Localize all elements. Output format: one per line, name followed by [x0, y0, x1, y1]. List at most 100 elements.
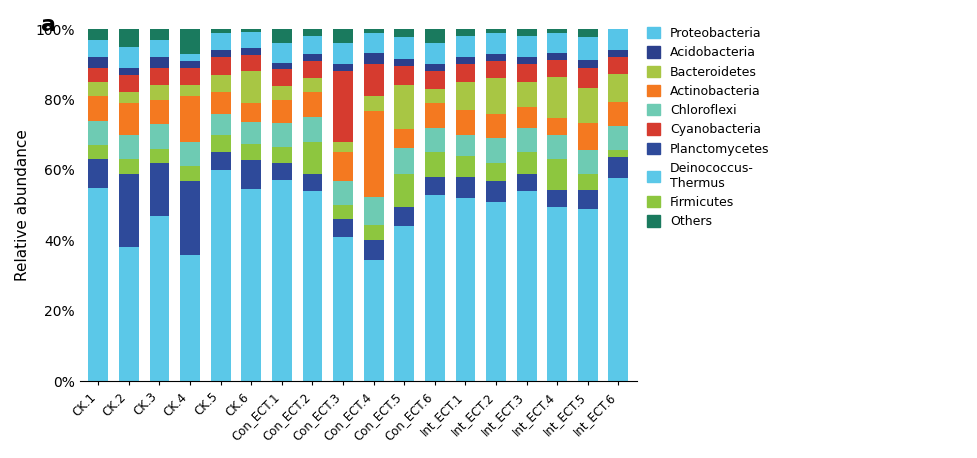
Bar: [425, 89, 445, 103]
Bar: [241, 122, 261, 144]
Bar: [180, 142, 200, 166]
Bar: [211, 57, 231, 75]
Bar: [333, 43, 353, 64]
Bar: [487, 78, 506, 114]
Bar: [425, 128, 445, 153]
Bar: [272, 163, 292, 180]
Bar: [363, 29, 384, 33]
Bar: [149, 216, 169, 382]
Bar: [547, 159, 568, 190]
Bar: [303, 93, 322, 117]
Bar: [547, 33, 568, 53]
Bar: [487, 61, 506, 78]
Bar: [180, 61, 200, 68]
Bar: [180, 29, 200, 54]
Bar: [333, 153, 353, 180]
Bar: [487, 33, 506, 54]
Bar: [88, 188, 108, 382]
Bar: [395, 148, 414, 174]
Bar: [578, 150, 598, 174]
Bar: [517, 36, 536, 57]
Bar: [88, 29, 108, 40]
Bar: [119, 159, 139, 174]
Bar: [241, 71, 261, 103]
Bar: [425, 71, 445, 89]
Bar: [517, 174, 536, 191]
Bar: [578, 88, 598, 123]
Bar: [395, 37, 414, 59]
Bar: [211, 93, 231, 114]
Bar: [455, 198, 476, 382]
Bar: [517, 57, 536, 64]
Bar: [180, 86, 200, 96]
Bar: [272, 69, 292, 86]
Bar: [180, 255, 200, 382]
Bar: [547, 29, 568, 33]
Bar: [395, 207, 414, 226]
Bar: [609, 178, 628, 382]
Bar: [149, 149, 169, 163]
Legend: Proteobacteria, Acidobacteria, Bacteroidetes, Actinobacteria, Chloroflexi, Cyano: Proteobacteria, Acidobacteria, Bacteroid…: [642, 22, 775, 233]
Bar: [272, 147, 292, 163]
Bar: [303, 191, 322, 382]
Bar: [609, 126, 628, 150]
Bar: [241, 48, 261, 55]
Bar: [241, 160, 261, 189]
Bar: [241, 144, 261, 160]
Bar: [363, 197, 384, 225]
Bar: [578, 60, 598, 68]
Bar: [333, 205, 353, 219]
Bar: [578, 209, 598, 382]
Bar: [211, 50, 231, 57]
Bar: [487, 202, 506, 382]
Bar: [149, 57, 169, 68]
Bar: [578, 174, 598, 190]
Bar: [363, 260, 384, 382]
Bar: [487, 138, 506, 163]
Bar: [578, 123, 598, 150]
Bar: [88, 159, 108, 188]
Bar: [119, 247, 139, 382]
Bar: [303, 117, 322, 142]
Bar: [609, 29, 628, 50]
Bar: [547, 135, 568, 159]
Bar: [425, 177, 445, 195]
Bar: [88, 96, 108, 120]
Bar: [119, 75, 139, 93]
Bar: [272, 99, 292, 123]
Bar: [211, 114, 231, 135]
Bar: [395, 174, 414, 207]
Bar: [180, 166, 200, 180]
Bar: [272, 43, 292, 63]
Bar: [88, 145, 108, 159]
Bar: [241, 29, 261, 33]
Bar: [333, 219, 353, 237]
Bar: [517, 29, 536, 36]
Bar: [425, 153, 445, 177]
Bar: [609, 150, 628, 157]
Bar: [487, 180, 506, 202]
Bar: [547, 190, 568, 207]
Bar: [578, 68, 598, 88]
Bar: [609, 157, 628, 178]
Bar: [395, 226, 414, 382]
Bar: [272, 86, 292, 99]
Bar: [455, 82, 476, 110]
Bar: [333, 29, 353, 43]
Bar: [241, 103, 261, 122]
Bar: [455, 64, 476, 82]
Bar: [149, 163, 169, 216]
Bar: [609, 50, 628, 57]
Bar: [333, 180, 353, 205]
Bar: [547, 77, 568, 118]
Bar: [425, 103, 445, 128]
Bar: [363, 96, 384, 111]
Bar: [149, 29, 169, 40]
Bar: [455, 57, 476, 64]
Bar: [609, 57, 628, 74]
Bar: [241, 55, 261, 71]
Bar: [211, 170, 231, 382]
Bar: [119, 135, 139, 159]
Bar: [303, 61, 322, 78]
Bar: [363, 53, 384, 64]
